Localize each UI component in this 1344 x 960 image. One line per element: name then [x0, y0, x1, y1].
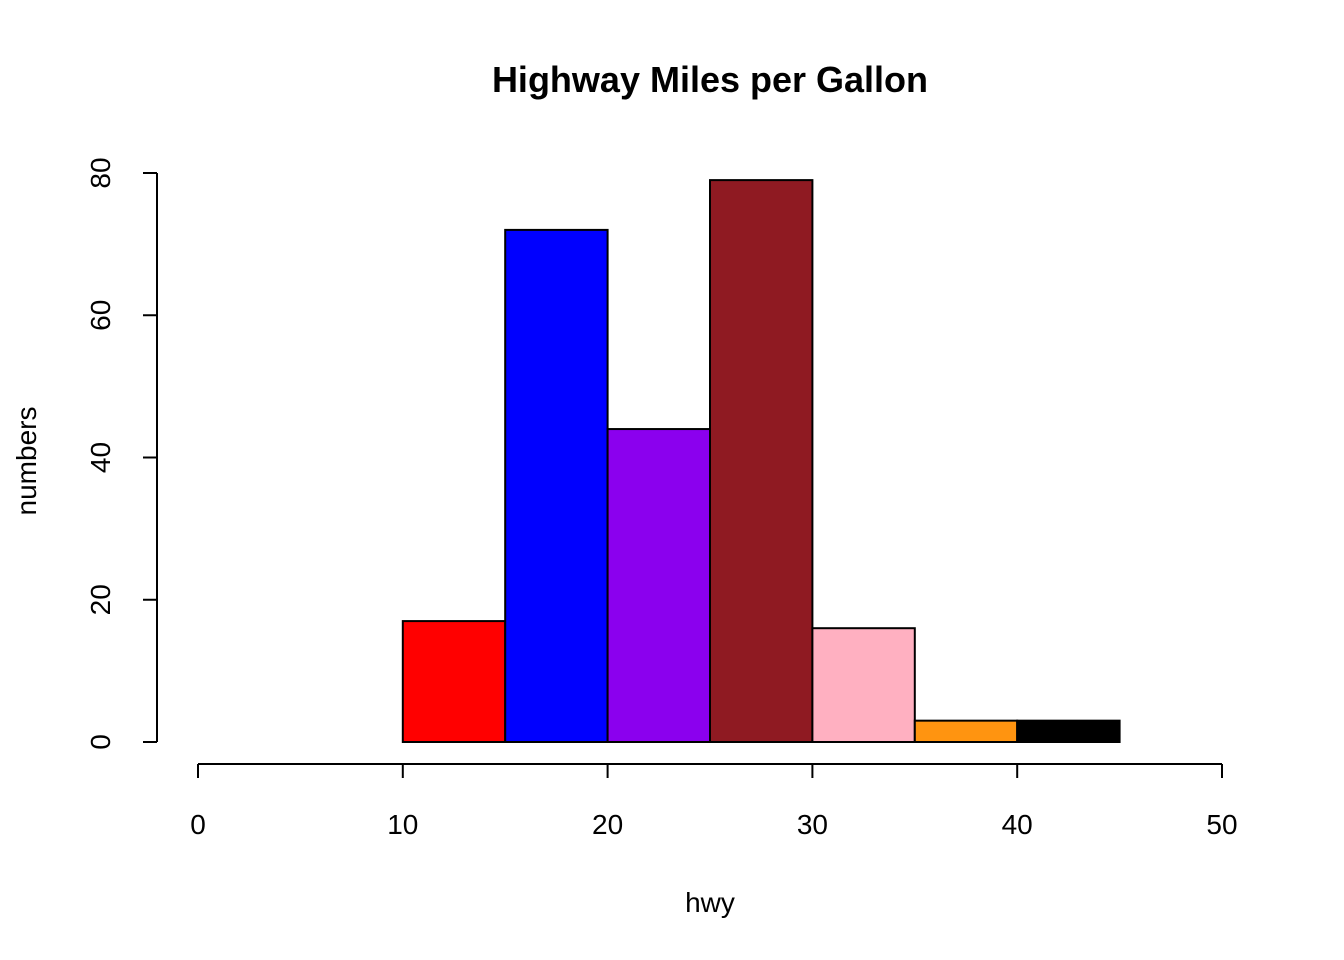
- histogram-bar-25-30: [709, 179, 814, 744]
- x-axis: 0 10 20 30 40 50: [190, 763, 1238, 840]
- y-axis-label: numbers: [11, 407, 42, 516]
- y-axis: 0 20 40 60 80: [85, 157, 158, 750]
- histogram-bar-20-25: [606, 428, 711, 743]
- chart-title: Highway Miles per Gallon: [492, 59, 928, 100]
- y-tick-label: 80: [85, 157, 116, 188]
- x-tick-label: 40: [1002, 809, 1033, 840]
- histogram-bar-35-40: [913, 719, 1019, 743]
- y-tick-label: 0: [85, 734, 116, 750]
- bars-group: [401, 179, 1121, 744]
- x-tick-label: 30: [797, 809, 828, 840]
- y-tick-label: 60: [85, 300, 116, 331]
- histogram-bar-30-35: [811, 627, 916, 744]
- y-tick-label: 20: [85, 584, 116, 615]
- y-tick-label: 40: [85, 442, 116, 473]
- x-axis-label: hwy: [685, 887, 735, 918]
- x-tick-label: 10: [387, 809, 418, 840]
- histogram-bar-40-45: [1016, 719, 1121, 743]
- x-tick-label: 0: [190, 809, 206, 840]
- x-tick-label: 20: [592, 809, 623, 840]
- histogram-bar-10-15: [401, 620, 507, 744]
- histogram-bar-15-20: [504, 228, 609, 743]
- x-tick-label: 50: [1206, 809, 1237, 840]
